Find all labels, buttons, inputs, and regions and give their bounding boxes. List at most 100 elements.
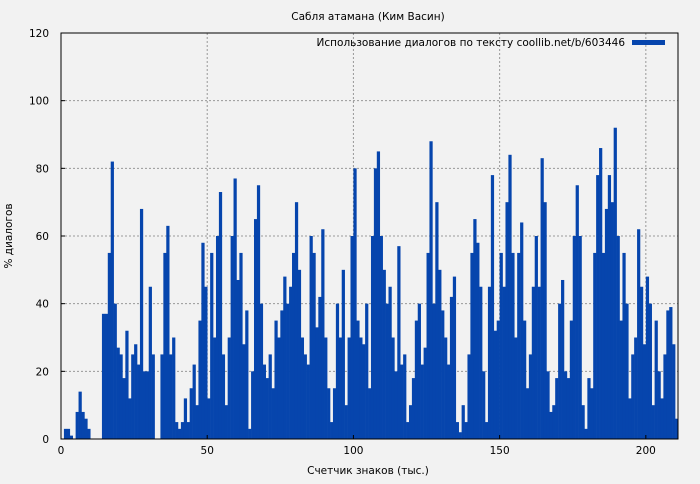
bar: [599, 148, 603, 440]
bar: [534, 236, 538, 439]
bar: [531, 286, 536, 439]
bar: [537, 286, 541, 439]
bar: [201, 242, 205, 439]
bar: [525, 388, 530, 439]
bar: [210, 252, 214, 439]
bar: [669, 307, 673, 439]
bar: [139, 208, 144, 439]
bar: [297, 269, 302, 439]
bar: [637, 229, 641, 439]
bar: [215, 236, 220, 439]
bar: [651, 405, 655, 439]
bar: [549, 411, 553, 439]
axis-ticks: 0 50 100 150 200 0 20 40 60 80 100 120: [29, 28, 656, 457]
bar: [189, 388, 193, 439]
bar: [391, 337, 395, 439]
legend-swatch: [632, 40, 665, 45]
bar: [449, 296, 454, 439]
y-tick-label: 60: [36, 231, 49, 243]
bar: [508, 154, 512, 440]
bar: [394, 371, 398, 439]
bar: [502, 286, 506, 439]
bar: [119, 354, 123, 439]
bar: [578, 236, 582, 439]
bar: [245, 310, 249, 439]
bar: [528, 354, 533, 439]
bar: [256, 185, 261, 439]
bar: [134, 344, 138, 439]
bar: [233, 178, 237, 439]
bar: [581, 405, 585, 439]
bar: [300, 337, 305, 439]
bar: [590, 388, 594, 439]
bar: [432, 303, 436, 439]
bar: [274, 320, 278, 439]
chart-title: Сабля атамана (Ким Васин): [291, 11, 444, 23]
bar: [303, 354, 307, 439]
bar: [289, 286, 293, 439]
bar: [338, 337, 343, 439]
bar: [84, 418, 88, 439]
bar: [485, 422, 489, 439]
bar: [224, 405, 228, 439]
x-tick-label: 0: [58, 445, 65, 457]
bar: [253, 219, 258, 439]
bar: [487, 286, 492, 439]
bar: [613, 127, 617, 439]
bar: [227, 337, 231, 439]
bar: [631, 354, 635, 439]
bar: [420, 364, 424, 439]
bar: [663, 354, 667, 439]
y-tick-label: 120: [29, 28, 49, 40]
bar: [131, 354, 135, 439]
bar: [461, 405, 465, 439]
bar: [87, 428, 91, 439]
bar: [473, 219, 477, 439]
bar: [634, 337, 638, 439]
bar: [277, 337, 281, 439]
bar: [318, 296, 322, 439]
bar: [467, 354, 471, 439]
bar: [543, 202, 547, 439]
bar: [350, 236, 354, 439]
bar-series: [63, 127, 679, 440]
bar: [496, 320, 500, 439]
bar: [417, 303, 421, 439]
bar: [251, 371, 255, 439]
bar: [435, 202, 439, 439]
bar: [593, 252, 597, 439]
bar: [104, 313, 109, 439]
bar: [607, 175, 612, 439]
bar: [596, 175, 600, 439]
y-tick-label: 20: [36, 366, 49, 378]
bar: [388, 286, 392, 439]
bar: [499, 252, 503, 439]
bar: [137, 364, 141, 439]
bar: [520, 222, 524, 439]
bar: [110, 161, 114, 440]
bar: [204, 286, 208, 439]
y-tick-label: 40: [36, 299, 49, 311]
bar: [566, 378, 571, 439]
bar: [292, 252, 296, 439]
bar: [362, 344, 366, 439]
bar: [657, 371, 661, 439]
bar: [645, 276, 650, 439]
bar: [625, 303, 629, 439]
bar: [619, 320, 623, 439]
bar: [540, 158, 544, 439]
bar: [125, 330, 129, 439]
bar: [376, 151, 381, 439]
bar: [230, 236, 234, 439]
bar: [654, 320, 658, 439]
bar: [128, 398, 132, 439]
bar: [493, 330, 498, 439]
bar: [476, 242, 480, 439]
bar: [186, 422, 190, 439]
bar: [511, 252, 515, 439]
bar: [63, 428, 68, 439]
bar: [356, 320, 360, 439]
bar: [122, 378, 126, 439]
bar: [397, 246, 401, 439]
bar: [359, 337, 363, 439]
